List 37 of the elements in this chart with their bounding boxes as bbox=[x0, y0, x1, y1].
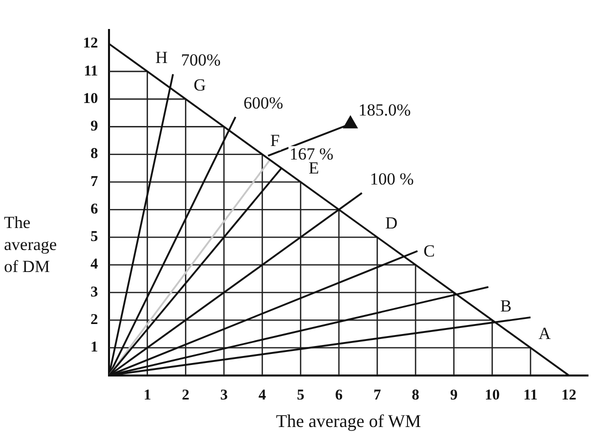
x-tick-label: 8 bbox=[412, 387, 420, 404]
x-tick-label: 12 bbox=[561, 387, 576, 404]
x-tick-label: 9 bbox=[450, 387, 458, 404]
y-tick-label: 11 bbox=[84, 63, 98, 80]
y-tick-label: 3 bbox=[90, 284, 98, 300]
y-tick-label: 10 bbox=[83, 90, 98, 107]
y-tick-label: 1 bbox=[90, 340, 98, 356]
annotation: B bbox=[500, 296, 512, 316]
y-tick-label: 7 bbox=[90, 174, 98, 190]
y-axis-title: The average of DM bbox=[4, 212, 58, 278]
annotation: F bbox=[270, 130, 280, 150]
annotation: 100 % bbox=[370, 170, 414, 188]
y-tick-label: 6 bbox=[90, 201, 98, 218]
x-tick-label: 7 bbox=[373, 387, 382, 404]
x-tick-label: 1 bbox=[144, 387, 152, 404]
annotation: 700% bbox=[180, 50, 221, 70]
y-tick-label: 9 bbox=[90, 118, 98, 135]
x-tick-label: 6 bbox=[335, 387, 344, 404]
annotation: D bbox=[385, 214, 398, 233]
x-tick-label: 10 bbox=[484, 387, 500, 404]
x-tick-label: 11 bbox=[523, 387, 538, 404]
annotation: 185.0% bbox=[358, 100, 411, 120]
annotation: C bbox=[424, 241, 435, 260]
y-tick-label: 8 bbox=[90, 146, 98, 162]
annotation: H bbox=[155, 48, 168, 67]
y-tick-label: 12 bbox=[83, 36, 98, 52]
y-tick-label: 4 bbox=[90, 256, 98, 273]
y-tick-label: 2 bbox=[90, 312, 98, 328]
x-tick-label: 2 bbox=[182, 387, 190, 404]
x-axis-title: The average of WM bbox=[276, 410, 422, 431]
annotation: G bbox=[194, 76, 206, 95]
annotation: A bbox=[538, 324, 552, 344]
annotation: 600% bbox=[243, 94, 284, 113]
y-tick-label: 5 bbox=[90, 229, 98, 246]
x-tick-label: 3 bbox=[220, 387, 228, 404]
x-tick-label: 4 bbox=[258, 387, 267, 404]
x-tick-label: 5 bbox=[296, 387, 304, 404]
